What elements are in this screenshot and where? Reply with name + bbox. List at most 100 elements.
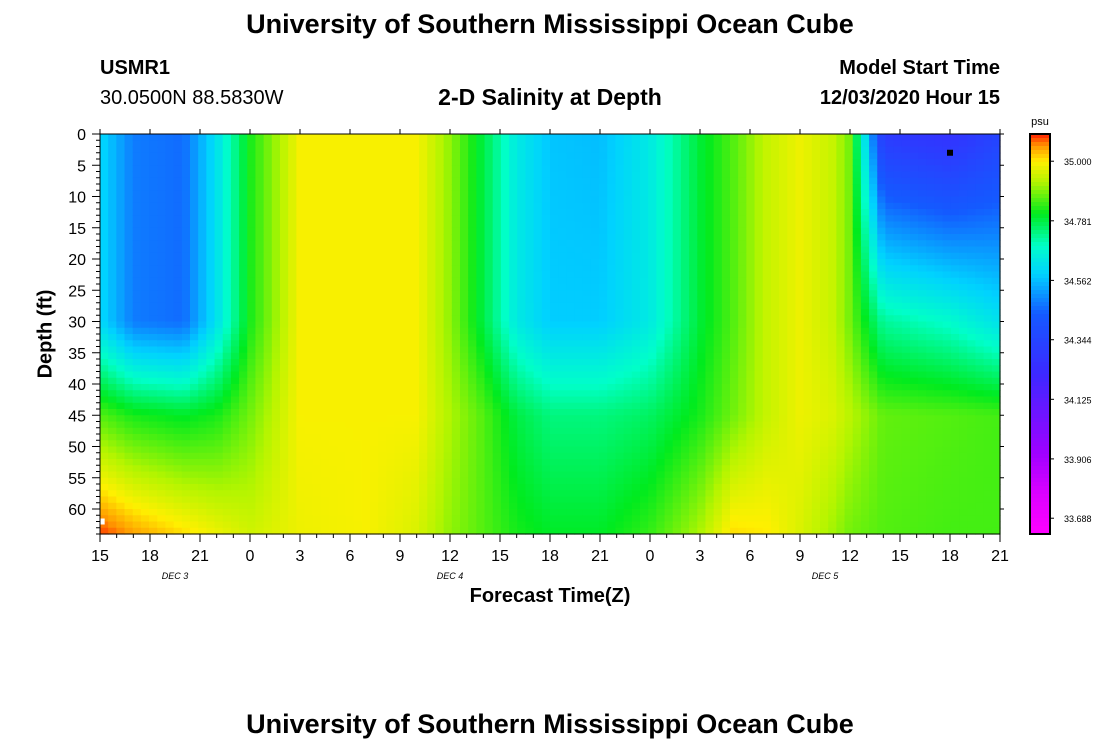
heatmap-cell <box>157 302 167 310</box>
heatmap-cell <box>410 409 420 416</box>
heatmap-cell <box>247 334 257 341</box>
heatmap-cell <box>533 171 543 179</box>
heatmap-cell <box>157 309 167 316</box>
heatmap-cell <box>140 446 150 454</box>
heatmap-cell <box>247 190 257 198</box>
heatmap-cell <box>460 184 469 191</box>
heatmap-cell <box>533 471 543 479</box>
heatmap-cell <box>386 134 396 141</box>
heatmap-cell <box>100 427 109 435</box>
heatmap-cell <box>590 346 600 354</box>
heatmap-cells <box>100 134 1001 535</box>
heatmap-cell <box>615 359 625 366</box>
heatmap-cell <box>370 334 379 341</box>
heatmap-cell <box>689 396 698 404</box>
heatmap-cell <box>599 202 608 210</box>
heatmap-cell <box>329 477 338 485</box>
heatmap-cell <box>370 215 379 223</box>
heatmap-cell <box>730 384 739 391</box>
heatmap-cell <box>124 196 134 204</box>
heatmap-cell <box>492 265 502 273</box>
heatmap-cell <box>181 440 191 448</box>
heatmap-cell <box>337 327 347 335</box>
heatmap-cell <box>296 240 306 248</box>
heatmap-cell <box>124 209 134 216</box>
heatmap-cell <box>705 465 715 473</box>
heatmap-cell <box>280 346 289 354</box>
heatmap-cell <box>443 215 453 223</box>
heatmap-cell <box>206 240 216 248</box>
heatmap-cell <box>623 296 633 304</box>
heatmap-cell <box>721 340 731 348</box>
heatmap-cell <box>140 221 150 229</box>
heatmap-cell <box>648 371 657 379</box>
heatmap-cell <box>402 215 412 223</box>
heatmap-cell <box>312 140 322 148</box>
heatmap-cell <box>541 377 551 385</box>
heatmap-cell <box>721 459 731 466</box>
heatmap-cell <box>222 490 232 498</box>
heatmap-cell <box>271 409 281 416</box>
heatmap-cell <box>590 446 600 454</box>
heatmap-cell <box>484 177 494 185</box>
heatmap-cell <box>280 340 289 348</box>
heatmap-cell <box>304 365 314 373</box>
heatmap-cell <box>280 190 289 198</box>
heatmap-cell <box>239 521 248 529</box>
heatmap-cell <box>590 265 600 273</box>
heatmap-cell <box>329 465 338 473</box>
heatmap-cell <box>509 177 518 185</box>
heatmap-cell <box>329 184 338 191</box>
heatmap-cell <box>460 146 469 154</box>
heatmap-cell <box>623 240 633 248</box>
heatmap-cell <box>239 315 248 323</box>
heatmap-cell <box>435 309 445 316</box>
heatmap-cell <box>648 346 657 354</box>
heatmap-cell <box>648 390 657 398</box>
heatmap-cell <box>590 409 600 416</box>
heatmap-cell <box>280 159 289 166</box>
heatmap-cell <box>476 352 486 360</box>
heatmap-cell <box>181 171 191 179</box>
heatmap-cell <box>100 477 109 485</box>
heatmap-cell <box>198 427 207 435</box>
heatmap-cell <box>100 346 109 354</box>
heatmap-cell <box>492 415 502 423</box>
heatmap-cell <box>460 265 469 273</box>
heatmap-cell <box>345 384 355 391</box>
heatmap-cell <box>394 290 404 298</box>
heatmap-cell <box>492 284 502 291</box>
heatmap-cell <box>230 327 240 335</box>
heatmap-cell <box>108 190 117 198</box>
heatmap-cell <box>558 484 567 491</box>
heatmap-cell <box>656 215 666 223</box>
heatmap-cell <box>247 215 257 223</box>
heatmap-cell <box>329 284 338 291</box>
heatmap-cell <box>705 471 715 479</box>
heatmap-cell <box>623 346 633 354</box>
heatmap-cell <box>525 471 535 479</box>
heatmap-cell <box>631 340 641 348</box>
heatmap-cell <box>149 215 158 223</box>
heatmap-cell <box>361 384 371 391</box>
heatmap-cell <box>607 465 617 473</box>
heatmap-cell <box>100 327 109 335</box>
heatmap-cell <box>214 515 224 523</box>
heatmap-cell <box>550 315 559 323</box>
heatmap-cell <box>394 459 404 466</box>
heatmap-cell <box>631 184 641 191</box>
heatmap-cell <box>697 252 707 260</box>
heatmap-cell <box>304 215 314 223</box>
heatmap-cell <box>689 240 698 248</box>
heatmap-cell <box>427 365 437 373</box>
heatmap-cell <box>271 209 281 216</box>
heatmap-cell <box>705 365 715 373</box>
heatmap-cell <box>427 434 437 441</box>
heatmap-cell <box>525 321 535 329</box>
heatmap-cell <box>394 234 404 241</box>
heatmap-cell <box>271 202 281 210</box>
heatmap-cell <box>345 352 355 360</box>
heatmap-cell <box>721 259 731 266</box>
heatmap-cell <box>386 446 396 454</box>
heatmap-cell <box>353 377 363 385</box>
